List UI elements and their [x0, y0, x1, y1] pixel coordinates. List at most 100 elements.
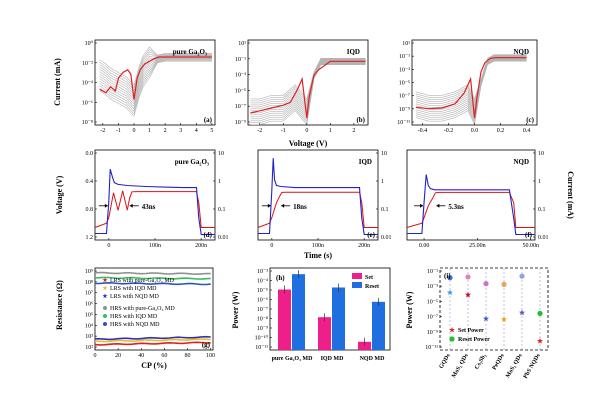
y-tick-label: 0.0 [86, 151, 94, 157]
y-tick-label: 10⁻¹¹ [425, 345, 438, 351]
legend-marker [449, 327, 455, 333]
y-tick-label: 10⁻⁵ [399, 81, 410, 87]
gray-cycle-line [415, 54, 527, 102]
y-tick-label: 10⁻⁹ [427, 330, 438, 336]
y-right-tick-label: 10 [381, 151, 387, 157]
y-tick-label: 10⁻⁷ [427, 315, 438, 321]
y-tick-label: 10⁸ [85, 280, 93, 286]
panel-label: (h) [276, 274, 285, 282]
panel-label: (e) [367, 231, 375, 239]
legend-label: Reset Power [458, 337, 490, 343]
y-tick-label: 10⁻¹¹ [255, 345, 268, 351]
y-tick-label: 10⁻¹⁰ [255, 335, 269, 342]
category-label: MoS₂ QDs [505, 352, 524, 379]
set-power-point [465, 291, 471, 298]
x-tick-label: 4 [195, 128, 198, 134]
x-tick-label: 0 [132, 128, 135, 134]
representative-curve [415, 57, 527, 118]
x-tick-label: 0.4 [523, 128, 531, 134]
legend-label: LRS with NQD MD [110, 294, 160, 300]
y-tick-label: 10⁻¹¹ [397, 120, 410, 126]
y-axis-label: Current (mA) [53, 58, 62, 106]
legend-label: Set Power [458, 328, 484, 334]
y-tick-label: 10⁻⁶ [257, 298, 268, 304]
legend-label: LRS with pure-Ga₂O₃ MD [110, 278, 175, 284]
panel-label: (b) [356, 116, 365, 124]
y-tick-label: 10⁷ [85, 291, 93, 297]
x-tick-label: 2 [164, 128, 167, 134]
y-axis-label: Resistance (Ω) [55, 280, 64, 330]
x-tick-label: 1 [148, 128, 151, 134]
legend-label: Reset [365, 284, 379, 290]
arrowhead [129, 203, 133, 208]
bar-set [358, 341, 371, 350]
gray-cycle-line [99, 55, 212, 96]
y-tick-label: 10⁻⁷ [235, 104, 246, 110]
y-tick-label: 10⁶ [85, 302, 93, 308]
reset-power-point [537, 310, 543, 317]
category-label: PbS NQDs [523, 352, 542, 379]
representative-curve [250, 60, 366, 118]
panel-annotation: NQD [513, 158, 529, 166]
y-tick-label: 10¹ [238, 41, 246, 47]
y-tick-label: 10⁴ [85, 323, 93, 329]
y-tick-label: 10⁻³ [235, 73, 246, 79]
category-label: IQD MD [321, 356, 344, 362]
x-tick-label: 100n [312, 243, 324, 249]
gray-cycle-line [99, 46, 212, 86]
y-right-tick-label: 1 [381, 179, 384, 185]
legend-marker [449, 336, 455, 342]
y-tick-label: 10⁻⁹ [257, 326, 268, 332]
y-right-tick-label: 0.1 [381, 207, 389, 213]
x-tick-label: 2 [352, 128, 355, 134]
set-power-point [519, 309, 525, 316]
gray-cycle-line [415, 55, 527, 104]
y-tick-label: 10⁻³ [399, 67, 410, 73]
x-axis-label: Time (s) [304, 251, 332, 260]
legend-label: HRS with pure-Ga₂O₃ MD [110, 306, 175, 312]
resistance-series [94, 276, 211, 280]
y-tick-label: 10⁻³ [427, 284, 438, 290]
x-axis-label: Voltage (V) [289, 139, 328, 148]
x-tick-label: 60 [161, 353, 167, 359]
gray-cycle-line [99, 48, 212, 89]
gray-cycle-line [99, 51, 212, 91]
y-tick-label: 10⁻⁴ [82, 81, 93, 87]
y-right-tick-label: 0.01 [218, 235, 229, 241]
gray-cycle-line [250, 58, 366, 100]
resistance-series [94, 271, 211, 276]
x-tick-label: -0.4 [418, 128, 428, 134]
x-axis-label: CP (%) [141, 361, 167, 370]
y-tick-label: 0.4 [86, 179, 94, 185]
y-tick-label: 10³ [85, 334, 93, 340]
category-label: pure Ga₂O₃ MD [272, 356, 313, 362]
y-right-tick-label: 0.1 [538, 207, 546, 213]
x-tick-label: -2 [100, 128, 105, 134]
legend-marker [103, 306, 107, 310]
bar-reset [332, 287, 345, 350]
bar-reset [292, 274, 305, 350]
reset-power-point [465, 274, 471, 280]
x-tick-label: -1 [281, 128, 286, 134]
y-axis-label-right: Current (mA) [566, 171, 575, 219]
x-tick-label: 0.2 [497, 128, 505, 134]
legend-label: HRS with IQD MD [110, 314, 158, 320]
y-right-tick-label: 0.1 [218, 207, 226, 213]
arrowhead [420, 203, 424, 208]
y-tick-label: 10⁻¹ [399, 54, 410, 60]
set-power-point [501, 316, 507, 322]
legend-marker [103, 314, 107, 318]
y-tick-label: 10⁵ [85, 312, 93, 318]
y-tick-label: 10⁻⁶ [82, 100, 93, 106]
category-label: Cs₃Sb₂ [474, 353, 488, 371]
x-tick-label: -0.2 [444, 128, 454, 134]
y-right-tick-label: 0.01 [381, 235, 392, 241]
plot-frame-5 [406, 149, 536, 241]
current-trace [257, 191, 378, 228]
panel-annotation: IQD [347, 48, 360, 56]
y-tick-label: 10⁻⁹ [235, 120, 246, 126]
legend-label: Set [365, 275, 373, 281]
representative-curve [99, 56, 212, 100]
x-tick-label: 20 [115, 353, 121, 359]
category-label: PeQDs [492, 352, 506, 371]
